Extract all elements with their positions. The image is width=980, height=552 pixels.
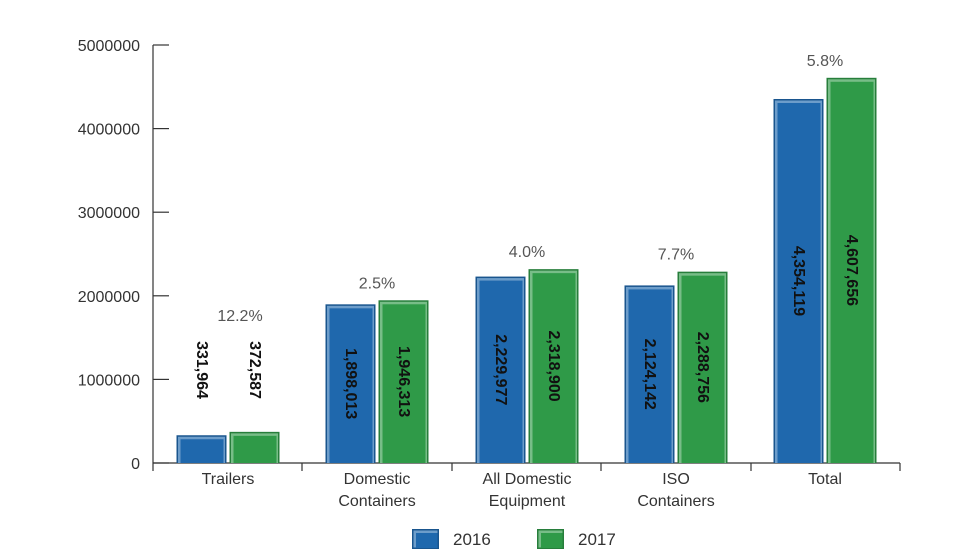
bar-2017-1: [378, 300, 429, 463]
growth-label: 2.5%: [359, 275, 395, 292]
value-label: 1,898,013: [342, 348, 359, 419]
x-tick-label: All Domestic Equipment: [483, 471, 572, 510]
bar-2016-3: [624, 285, 675, 463]
x-tick-label: Domestic Containers: [338, 471, 415, 510]
value-label: 4,607,656: [843, 235, 860, 306]
value-label: 331,964: [193, 341, 210, 399]
legend-label: 2016: [453, 530, 491, 549]
bar-2016-4: [773, 98, 824, 463]
y-tick-label: 1000000: [78, 372, 140, 389]
chart-labels: 331,964 372,587 12.2% 1,898,013 1,946,313 2.5…: [193, 53, 860, 420]
x-tick-label: Total: [808, 471, 842, 488]
legend-item-2016: 2016: [412, 529, 491, 549]
growth-label: 12.2%: [217, 308, 262, 325]
y-tick-label: 4000000: [78, 122, 140, 139]
bar-2017-2: [528, 269, 579, 463]
y-tick-label: 5000000: [78, 38, 140, 55]
bar-2017-4: [826, 77, 877, 463]
bar-2016-1: [325, 304, 376, 463]
value-label: 2,318,900: [545, 330, 562, 401]
bar-2016-0: [176, 435, 227, 463]
value-label: 4,354,119: [790, 246, 807, 316]
x-tick-label: ISO Containers: [637, 471, 714, 510]
bar-2017-0: [229, 431, 280, 463]
x-tick-label: Trailers: [202, 471, 255, 488]
legend-item-2017: 2017: [537, 529, 616, 549]
y-tick-label: 2000000: [78, 289, 140, 306]
growth-label: 7.7%: [658, 247, 694, 264]
chart-legend: 2016 2017: [412, 529, 616, 549]
value-label: 2,288,756: [694, 332, 711, 403]
value-label: 1,946,313: [395, 346, 412, 417]
bar-2017-3: [677, 271, 728, 463]
y-tick-label: 3000000: [78, 205, 140, 222]
value-label: 2,124,142: [641, 339, 658, 410]
legend-label: 2017: [578, 530, 616, 549]
value-label: 372,587: [246, 341, 263, 399]
growth-label: 5.8%: [807, 53, 843, 70]
bar-2016-2: [475, 276, 526, 463]
y-tick-label: 0: [131, 456, 140, 473]
chart-bars: [176, 77, 877, 463]
value-label: 2,229,977: [492, 334, 509, 405]
growth-label: 4.0%: [509, 244, 545, 261]
